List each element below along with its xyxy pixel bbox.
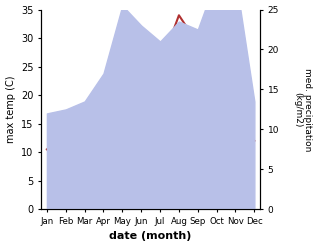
Y-axis label: max temp (C): max temp (C) — [5, 76, 16, 143]
Y-axis label: med. precipitation
(kg/m2): med. precipitation (kg/m2) — [293, 68, 313, 151]
X-axis label: date (month): date (month) — [109, 231, 192, 242]
